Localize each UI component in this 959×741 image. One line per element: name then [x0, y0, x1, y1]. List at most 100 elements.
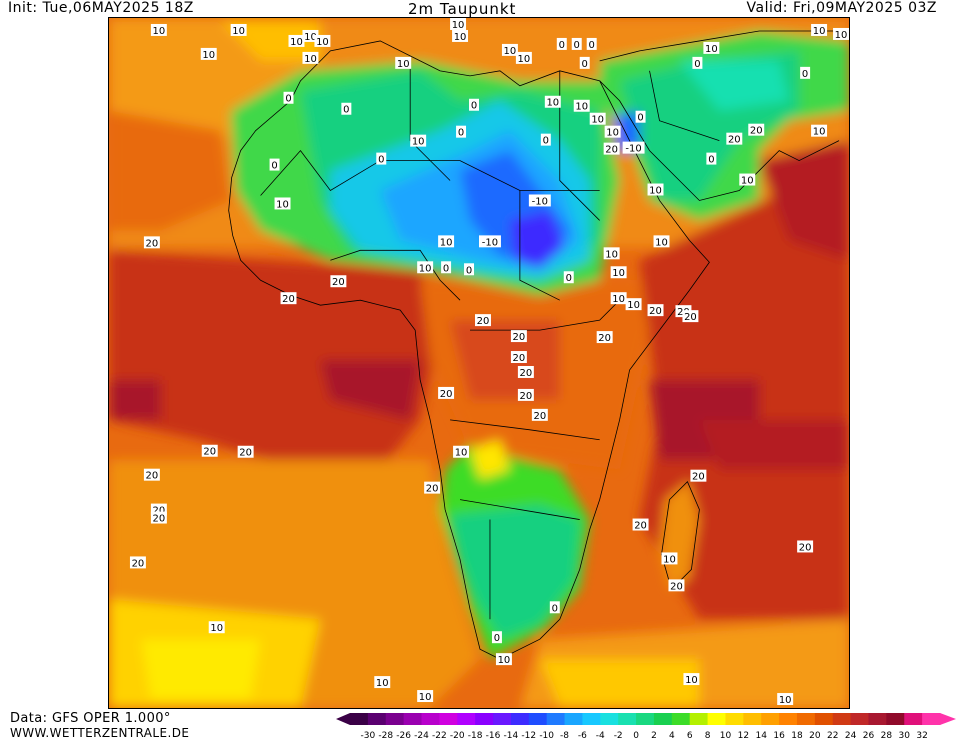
legend-swatch: [886, 713, 905, 725]
legend-swatch: [761, 713, 780, 725]
contour-label: 10: [777, 693, 794, 706]
svg-text:10: 10: [454, 32, 467, 43]
contour-label: 0: [283, 91, 294, 105]
legend-tick: 2: [651, 731, 657, 741]
svg-text:20: 20: [282, 294, 295, 305]
contour-label: 10: [603, 247, 620, 260]
svg-text:10: 10: [685, 675, 698, 686]
legend-swatch: [743, 713, 762, 725]
svg-text:10: 10: [440, 237, 453, 248]
map-title: 2m Taupunkt: [408, 0, 517, 18]
contour-label: 10: [495, 653, 512, 666]
legend-tick: -8: [560, 731, 569, 741]
svg-text:10: 10: [498, 655, 511, 666]
svg-text:10: 10: [504, 46, 517, 57]
svg-text:10: 10: [605, 249, 618, 260]
legend-swatch: [510, 713, 530, 725]
contour-label: 10: [410, 134, 427, 148]
svg-text:10: 10: [455, 448, 468, 459]
contour-label: 10: [501, 43, 518, 57]
svg-text:10: 10: [232, 26, 245, 37]
contour-label: 10: [208, 621, 225, 634]
legend-tick: -18: [468, 731, 483, 741]
contour-label: 10: [452, 29, 469, 43]
svg-text:20: 20: [799, 542, 812, 553]
legend-swatch: [546, 713, 566, 725]
svg-text:20: 20: [750, 126, 763, 137]
svg-text:20: 20: [520, 391, 533, 402]
contour-label: 20: [280, 292, 297, 305]
svg-text:20: 20: [153, 514, 166, 525]
legend-tick: -14: [504, 731, 519, 741]
contour-label: 0: [556, 37, 567, 51]
legend-tick: 12: [738, 731, 749, 741]
svg-text:10: 10: [316, 37, 329, 48]
legend-swatch: [564, 713, 583, 725]
contour-label: 20: [438, 386, 455, 400]
contour-label: -10: [479, 235, 501, 248]
contour-label: 20: [596, 331, 613, 344]
svg-text:10: 10: [452, 20, 465, 31]
contour-label: 0: [586, 37, 597, 51]
svg-text:10: 10: [627, 300, 640, 311]
svg-text:0: 0: [285, 94, 291, 105]
svg-text:20: 20: [332, 277, 345, 288]
contour-label: 10: [150, 23, 167, 37]
dewpoint-map[interactable]: 10 10 10 10 10 10 10 10 10 10 10 10 0 0 0 0 10 10 10 0 0 0 0 10…: [108, 17, 850, 709]
svg-text:10: 10: [575, 102, 588, 113]
svg-text:20: 20: [146, 238, 159, 249]
contour-label: 20: [682, 310, 699, 323]
legend-swatch: [922, 713, 941, 725]
svg-text:20: 20: [684, 312, 697, 323]
svg-text:10: 10: [276, 199, 289, 210]
legend-arrow-right: [940, 713, 956, 725]
legend-swatch: [653, 713, 673, 725]
color-legend: -30 -28 -26 -24 -22 -20 -18 -16 -14 -12 -10 -8 -6 -4-…: [336, 713, 956, 741]
contour-label: 0: [441, 261, 452, 274]
legend-swatch: [582, 713, 601, 725]
contour-label: 10: [515, 51, 532, 65]
svg-text:0: 0: [466, 265, 472, 276]
legend-tick: -10: [539, 731, 554, 741]
legend-swatch: [528, 713, 548, 725]
svg-text:0: 0: [271, 161, 277, 172]
contour-label: 20: [143, 468, 160, 482]
svg-text:20: 20: [239, 448, 252, 459]
svg-text:10: 10: [202, 50, 215, 61]
svg-text:0: 0: [343, 105, 349, 116]
contour-label: -10: [622, 141, 645, 155]
contour-label: 0: [800, 66, 811, 80]
svg-text:10: 10: [304, 32, 317, 43]
legend-swatch: [707, 713, 726, 725]
svg-text:20: 20: [692, 472, 705, 483]
contour-label: 10: [833, 27, 849, 41]
legend-tick: 26: [863, 731, 875, 741]
contour-label: 0: [376, 152, 387, 166]
contour-label: 10: [417, 690, 434, 703]
legend-swatch: [850, 713, 869, 725]
contour-label: 20: [647, 304, 664, 317]
svg-text:10: 10: [606, 128, 619, 139]
svg-text:10: 10: [546, 98, 559, 109]
svg-text:0: 0: [378, 155, 384, 166]
svg-text:-10: -10: [482, 237, 498, 248]
svg-text:10: 10: [210, 623, 223, 634]
contour-label: 10: [739, 173, 756, 187]
legend-swatch: [832, 713, 852, 725]
svg-text:0: 0: [694, 59, 700, 70]
svg-text:10: 10: [518, 54, 531, 65]
svg-text:10: 10: [655, 237, 668, 248]
contour-label: 20: [517, 365, 534, 379]
contour-label: 10: [302, 29, 319, 43]
contour-label: 10: [417, 261, 434, 274]
contour-label: 10: [604, 125, 621, 139]
contour-label: 20: [424, 481, 441, 495]
contour-label: 10: [302, 51, 319, 65]
legend-tick: -4: [596, 731, 605, 741]
contour-label: 10: [573, 99, 590, 113]
legend-tick: 6: [687, 731, 693, 741]
svg-text:10: 10: [591, 115, 604, 126]
contour-label: 10: [610, 266, 627, 279]
contour-label: 10: [374, 676, 391, 689]
legend-tick: 32: [916, 731, 927, 741]
